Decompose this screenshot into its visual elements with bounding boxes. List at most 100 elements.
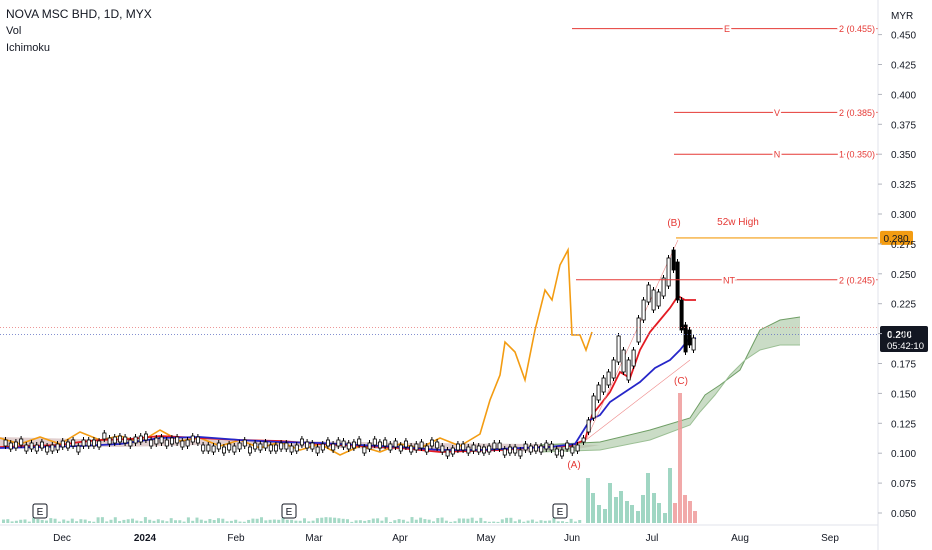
- candle-body: [107, 437, 112, 445]
- candle-body: [346, 442, 351, 450]
- candle-body: [201, 444, 206, 452]
- candle-body: [528, 445, 533, 453]
- volume-bar: [204, 520, 208, 523]
- high-price-badge: [880, 230, 913, 245]
- candle-body: [481, 446, 486, 454]
- target-value-label: 2 (0.455): [839, 24, 875, 34]
- volume-bar: [109, 519, 113, 523]
- volume-bar: [277, 519, 281, 523]
- candle-body: [377, 441, 382, 449]
- volume-bar: [673, 503, 677, 523]
- candle-body: [687, 329, 692, 346]
- volume-bar: [646, 473, 650, 523]
- candle-body: [656, 291, 661, 307]
- volume-bar: [23, 519, 27, 523]
- candle-body: [675, 261, 680, 301]
- x-tick-label: Jul: [646, 533, 659, 544]
- chikou-span-line: [0, 247, 593, 456]
- y-tick-label: 0.300: [891, 210, 916, 221]
- tenkan-sen-line: [0, 294, 696, 453]
- volume-bar: [303, 518, 306, 523]
- volume-bar: [354, 520, 358, 523]
- volume-bar: [79, 519, 83, 523]
- volume-bar: [414, 519, 418, 523]
- y-tick-label: 0.325: [891, 180, 916, 191]
- volume-bar: [565, 521, 569, 523]
- candle-body: [190, 435, 195, 443]
- volume-bar: [423, 519, 427, 523]
- indicator-lines-layer: [0, 239, 697, 456]
- legend-volume[interactable]: Vol: [6, 25, 22, 37]
- chart-legend: NOVA MSC BHD, 1D, MYX Vol Ichimoku: [6, 6, 152, 57]
- legend-ichimoku[interactable]: Ichimoku: [6, 42, 51, 54]
- volume-bar: [199, 519, 203, 523]
- y-tick-label: 0.450: [891, 31, 916, 42]
- candle-body: [367, 442, 372, 450]
- volume-bar: [298, 520, 302, 523]
- volume-bar: [242, 521, 246, 523]
- volume-bar: [36, 519, 40, 523]
- candle-body: [471, 444, 476, 452]
- x-tick-label: Aug: [731, 533, 749, 544]
- candle-body: [149, 439, 154, 447]
- candle-body: [86, 439, 91, 447]
- volume-bar: [371, 518, 375, 523]
- candle-body: [445, 449, 450, 457]
- candle-body: [492, 442, 497, 450]
- volume-bar: [328, 517, 332, 523]
- candle-body: [661, 277, 666, 297]
- wave-label-c: (C): [674, 376, 688, 387]
- candle-body: [55, 443, 60, 451]
- candle-body: [357, 438, 362, 446]
- volume-bar: [281, 517, 285, 523]
- candle-body: [641, 299, 646, 321]
- volume-bar: [126, 519, 130, 523]
- candle-body: [424, 445, 429, 453]
- target-value-label: 2 (0.385): [839, 108, 875, 118]
- volume-bar: [247, 519, 251, 523]
- candle-body: [466, 446, 471, 454]
- volume-bar: [608, 483, 612, 523]
- candle-body: [606, 371, 611, 386]
- volume-bar: [358, 520, 362, 523]
- candle-body: [164, 439, 169, 447]
- candle-body: [13, 441, 18, 449]
- volume-bar: [122, 519, 126, 523]
- volume-bar: [543, 520, 547, 523]
- earnings-marker-label: E: [557, 507, 564, 518]
- candle-body: [206, 444, 211, 452]
- volume-bar: [178, 520, 182, 523]
- volume-bar: [578, 519, 582, 523]
- earnings-marker: [281, 503, 297, 519]
- volume-bar: [367, 520, 371, 523]
- candle-body: [539, 445, 544, 453]
- candle-body: [45, 445, 50, 453]
- candle-body: [273, 444, 278, 452]
- volume-bar: [453, 521, 457, 523]
- candle-body: [398, 444, 403, 452]
- candle-body: [683, 324, 688, 353]
- volume-bar: [234, 519, 238, 523]
- last-price-badge-text: 0.200: [887, 330, 912, 341]
- volume-bar: [169, 518, 173, 523]
- candle-body: [554, 448, 559, 456]
- volume-bar: [406, 521, 410, 523]
- x-tick-label: Sep: [821, 533, 839, 544]
- volume-bar: [586, 478, 590, 523]
- volume-bar: [307, 521, 311, 523]
- candle-body: [671, 249, 676, 271]
- volume-bar: [92, 521, 96, 523]
- candle-body: [429, 439, 434, 447]
- candle-body: [626, 359, 631, 381]
- volume-bar: [251, 518, 255, 523]
- candle-body: [679, 299, 684, 331]
- candle-body: [435, 441, 440, 449]
- volume-bar: [333, 517, 337, 523]
- symbol-title[interactable]: NOVA MSC BHD, 1D, MYX: [6, 7, 152, 21]
- volume-bar: [341, 518, 345, 523]
- volume-bar: [2, 519, 5, 523]
- volume-bar: [693, 511, 697, 523]
- volume-bar: [652, 493, 656, 523]
